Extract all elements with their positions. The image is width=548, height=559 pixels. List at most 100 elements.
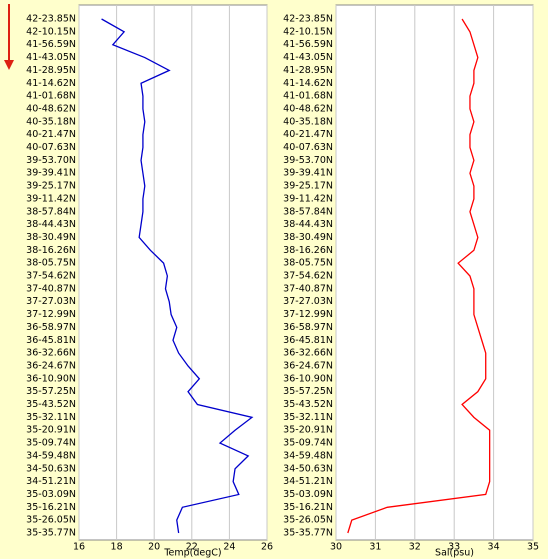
y-tick-label: 34-50.63N	[26, 463, 76, 474]
x-axis-label: Temp(degC)	[163, 548, 221, 559]
x-tick-label: 35	[527, 542, 539, 553]
y-tick-label: 37-27.03N	[283, 296, 333, 307]
y-tick-label: 37-12.99N	[26, 309, 76, 320]
y-tick-label: 34-59.48N	[283, 450, 333, 461]
y-tick-label: 38-16.26N	[283, 245, 333, 256]
y-tick-label: 35-43.52N	[283, 399, 333, 410]
y-tick-label: 38-30.49N	[26, 232, 76, 243]
y-tick-label: 35-26.05N	[26, 515, 76, 526]
x-tick-label: 33	[448, 542, 460, 553]
y-tick-label: 42-23.85N	[26, 14, 76, 25]
y-tick-label: 35-32.11N	[283, 412, 333, 423]
y-tick-label: 37-40.87N	[26, 283, 76, 294]
x-tick-label: 22	[186, 542, 198, 553]
y-tick-label: 37-54.62N	[283, 271, 333, 282]
y-tick-label: 40-35.18N	[26, 116, 76, 127]
y-tick-label: 36-32.66N	[283, 348, 333, 359]
y-tick-label: 35-57.25N	[26, 386, 76, 397]
y-tick-label: 40-21.47N	[283, 129, 333, 140]
y-tick-label: 38-44.43N	[283, 219, 333, 230]
y-tick-label: 36-10.90N	[283, 373, 333, 384]
y-tick-label: 34-59.48N	[26, 450, 76, 461]
y-tick-label: 35-35.77N	[283, 528, 333, 539]
y-tick-label: 35-20.91N	[283, 425, 333, 436]
y-tick-label: 36-45.81N	[26, 335, 76, 346]
y-tick-label: 40-21.47N	[26, 129, 76, 140]
y-tick-label: 35-35.77N	[26, 528, 76, 539]
y-tick-label: 42-10.15N	[283, 26, 333, 37]
y-tick-label: 41-01.68N	[26, 91, 76, 102]
y-tick-label: 39-39.41N	[283, 168, 333, 179]
y-tick-label: 35-26.05N	[283, 515, 333, 526]
y-tick-label: 41-14.62N	[283, 78, 333, 89]
y-tick-label: 38-16.26N	[26, 245, 76, 256]
y-tick-label: 40-48.62N	[283, 103, 333, 114]
y-tick-label: 39-25.17N	[283, 181, 333, 192]
y-tick-label: 41-56.59N	[283, 39, 333, 50]
y-tick-label: 36-58.97N	[26, 322, 76, 333]
profile-line	[101, 18, 254, 534]
y-tick-label: 35-16.21N	[26, 502, 76, 513]
y-tick-label: 39-11.42N	[283, 193, 333, 204]
y-tick-label: 37-54.62N	[26, 271, 76, 282]
profile-line	[347, 18, 491, 534]
y-tick-label: 37-27.03N	[26, 296, 76, 307]
y-tick-label: 38-57.84N	[283, 206, 333, 217]
y-tick-label: 35-09.74N	[26, 438, 76, 449]
y-tick-label: 39-53.70N	[283, 155, 333, 166]
x-tick-label: 16	[73, 542, 85, 553]
y-tick-label: 35-03.09N	[283, 489, 333, 500]
y-tick-label: 38-05.75N	[26, 258, 76, 269]
y-tick-label: 35-03.09N	[26, 489, 76, 500]
plot-area	[78, 4, 268, 541]
x-tick-label: 20	[148, 542, 160, 553]
y-tick-label: 42-23.85N	[283, 14, 333, 25]
x-tick-label: 32	[409, 542, 421, 553]
x-tick-label: 26	[261, 542, 273, 553]
y-tick-label: 41-01.68N	[283, 91, 333, 102]
y-tick-label: 38-57.84N	[26, 206, 76, 217]
y-tick-label: 35-16.21N	[283, 502, 333, 513]
y-tick-label: 36-45.81N	[283, 335, 333, 346]
x-tick-label: 31	[369, 542, 381, 553]
y-tick-label: 34-50.63N	[283, 463, 333, 474]
y-tick-label: 34-51.21N	[26, 476, 76, 487]
x-tick-label: 24	[223, 542, 235, 553]
y-tick-label: 40-48.62N	[26, 103, 76, 114]
x-tick-label: 18	[111, 542, 123, 553]
y-tick-label: 42-10.15N	[26, 26, 76, 37]
y-tick-label: 41-43.05N	[283, 52, 333, 63]
y-tick-label: 39-39.41N	[26, 168, 76, 179]
y-tick-label: 38-05.75N	[283, 258, 333, 269]
y-tick-label: 41-43.05N	[26, 52, 76, 63]
y-tick-label: 35-09.74N	[283, 438, 333, 449]
y-tick-label: 41-56.59N	[26, 39, 76, 50]
y-tick-label: 40-07.63N	[26, 142, 76, 153]
y-tick-label: 41-28.95N	[283, 65, 333, 76]
x-axis-label: Sal(psu)	[435, 548, 474, 559]
y-tick-label: 41-14.62N	[26, 78, 76, 89]
y-tick-label: 34-51.21N	[283, 476, 333, 487]
y-tick-label: 39-11.42N	[26, 193, 76, 204]
y-tick-label: 39-25.17N	[26, 181, 76, 192]
y-tick-label: 39-53.70N	[26, 155, 76, 166]
y-tick-label: 35-57.25N	[283, 386, 333, 397]
y-tick-label: 36-58.97N	[283, 322, 333, 333]
y-tick-label: 35-32.11N	[26, 412, 76, 423]
y-tick-label: 35-43.52N	[26, 399, 76, 410]
y-tick-label: 38-30.49N	[283, 232, 333, 243]
y-tick-label: 37-12.99N	[283, 309, 333, 320]
plot-area	[335, 4, 534, 541]
x-tick-label: 34	[488, 542, 500, 553]
y-tick-label: 36-24.67N	[26, 360, 76, 371]
y-tick-label: 40-07.63N	[283, 142, 333, 153]
y-tick-label: 40-35.18N	[283, 116, 333, 127]
y-tick-label: 36-24.67N	[283, 360, 333, 371]
x-tick-label: 30	[330, 542, 342, 553]
y-tick-label: 35-20.91N	[26, 425, 76, 436]
y-tick-label: 36-32.66N	[26, 348, 76, 359]
y-tick-label: 38-44.43N	[26, 219, 76, 230]
y-tick-label: 36-10.90N	[26, 373, 76, 384]
y-tick-label: 41-28.95N	[26, 65, 76, 76]
